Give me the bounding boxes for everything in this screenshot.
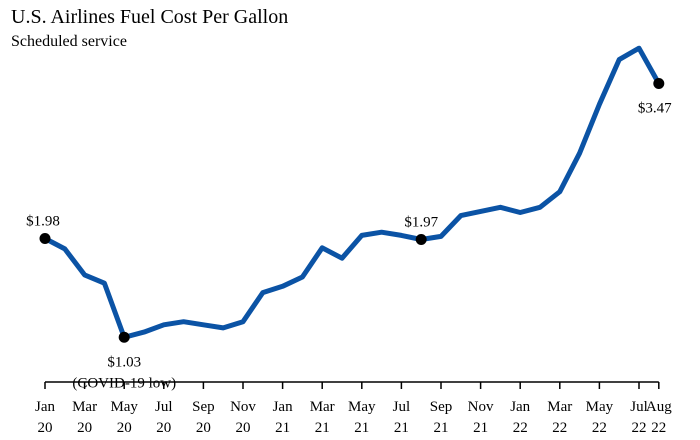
- x-tick-label-year: 22: [632, 420, 647, 436]
- annotation-marker: [415, 234, 427, 246]
- x-tick-label-year: 21: [473, 420, 488, 436]
- annotation-marker: [39, 232, 51, 244]
- x-tick-label-month: May: [348, 399, 376, 415]
- annotation-marker: [118, 331, 130, 343]
- x-tick-label-year: 21: [394, 420, 409, 436]
- annotation-markers: [39, 78, 665, 343]
- x-tick-label-year: 21: [315, 420, 330, 436]
- x-tick-label-month: Jul: [155, 399, 173, 415]
- x-axis-tick-labels: Jan 20 Mar 20 May 20 Jul 20 Sep 20 Nov 20 Jan 21 Mar 21…: [35, 399, 672, 436]
- x-tick-label-year: 21: [354, 420, 369, 436]
- annotation-labels: $1.98 $1.03 (COVID-19 low) $1.97 $3.47: [26, 101, 672, 392]
- chart-subtitle: Scheduled service: [11, 33, 127, 50]
- x-tick-label-month: Mar: [547, 399, 572, 415]
- annotation-note-label: (COVID-19 low): [72, 375, 176, 391]
- x-tick-label-month: Mar: [72, 399, 97, 415]
- x-tick-label-year: 22: [651, 420, 666, 436]
- x-tick-label-year: 22: [513, 420, 528, 436]
- annotation-value-label: $1.03: [107, 354, 141, 370]
- x-tick-label-month: Nov: [468, 399, 494, 415]
- x-tick-label-year: 20: [77, 420, 92, 436]
- fuel-cost-series-line: [42, 45, 662, 340]
- x-tick-label-month: Sep: [430, 399, 453, 415]
- x-tick-label-month: May: [110, 399, 138, 415]
- annotation-value-label: $3.47: [638, 101, 672, 117]
- x-tick-label-year: 20: [236, 420, 251, 436]
- x-tick-label-year: 20: [117, 420, 132, 436]
- x-tick-label-month: Mar: [310, 399, 335, 415]
- x-tick-label-year: 20: [156, 420, 171, 436]
- x-tick-label-month: Sep: [192, 399, 215, 415]
- x-tick-label-month: Nov: [230, 399, 256, 415]
- x-tick-label-year: 20: [38, 420, 53, 436]
- x-tick-label-month: May: [586, 399, 614, 415]
- x-tick-label-year: 21: [275, 420, 290, 436]
- x-tick-label-year: 21: [434, 420, 449, 436]
- annotation-value-label: $1.97: [404, 215, 438, 231]
- x-axis-ticks: [44, 382, 660, 389]
- x-tick-label-year: 22: [552, 420, 567, 436]
- annotation-marker: [653, 78, 665, 90]
- x-tick-label-year: 20: [196, 420, 211, 436]
- x-tick-label-year: 22: [592, 420, 607, 436]
- x-tick-label-month: Jan: [273, 399, 293, 415]
- x-tick-label-month: Jan: [35, 399, 55, 415]
- x-tick-label-month: Jan: [510, 399, 530, 415]
- x-tick-label-month: Jul: [630, 399, 648, 415]
- x-tick-label-month: Jul: [393, 399, 411, 415]
- annotation-value-label: $1.98: [26, 213, 60, 229]
- x-tick-label-month: Aug: [646, 399, 672, 415]
- chart-title: U.S. Airlines Fuel Cost Per Gallon: [11, 6, 289, 28]
